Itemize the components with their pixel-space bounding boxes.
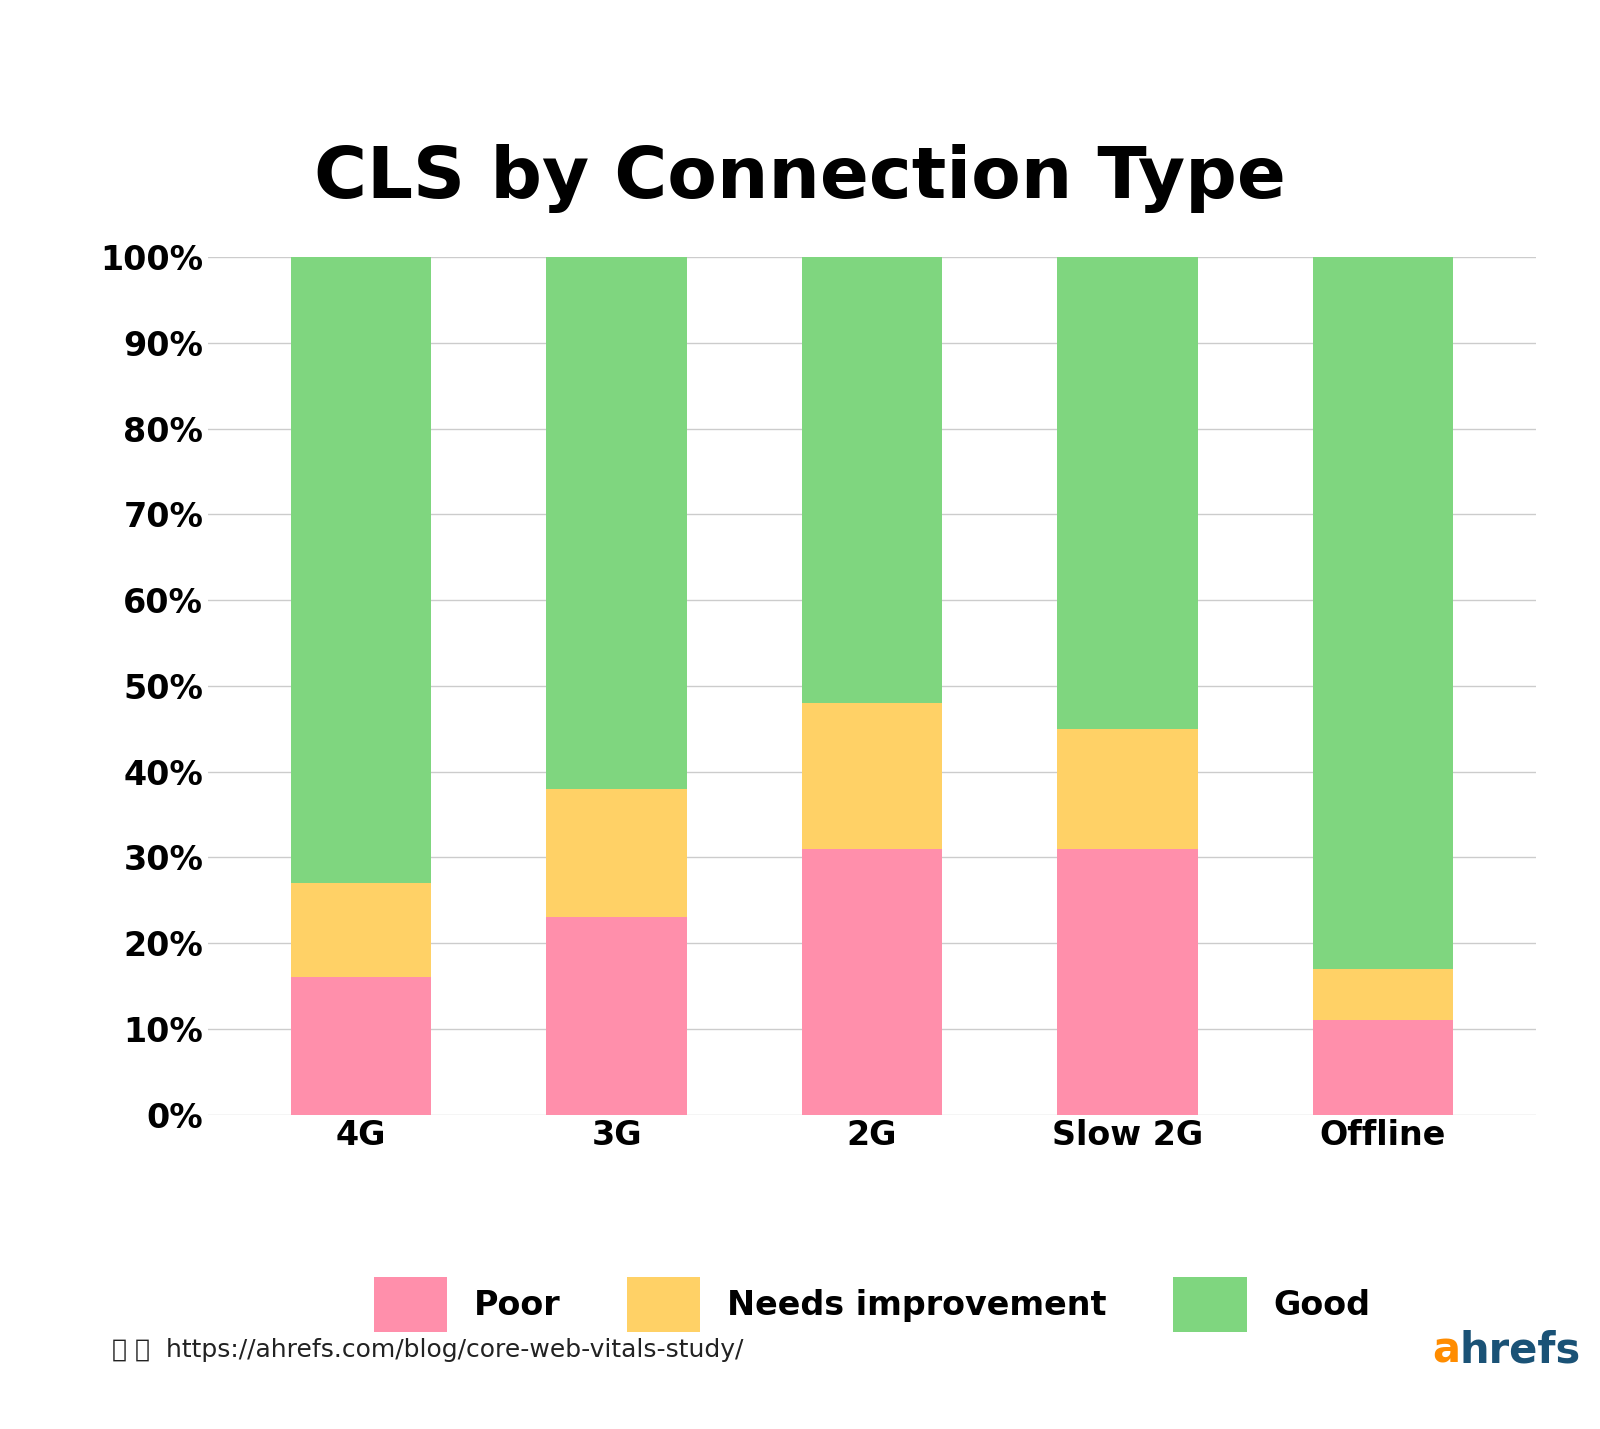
Text: a: a xyxy=(1432,1329,1459,1372)
Legend: Poor, Needs improvement, Good: Poor, Needs improvement, Good xyxy=(357,1260,1387,1349)
Bar xyxy=(1058,849,1198,1115)
Bar xyxy=(1312,969,1453,1020)
Bar xyxy=(802,703,942,849)
Bar xyxy=(1058,257,1198,729)
Bar xyxy=(291,257,432,883)
Text: ⓒ ⓘ  https://ahrefs.com/blog/core-web-vitals-study/: ⓒ ⓘ https://ahrefs.com/blog/core-web-vit… xyxy=(112,1339,744,1362)
Bar xyxy=(1058,729,1198,849)
Bar xyxy=(291,977,432,1115)
Bar xyxy=(546,257,686,789)
Bar xyxy=(546,789,686,917)
Bar xyxy=(802,849,942,1115)
Bar xyxy=(1312,1020,1453,1115)
Bar xyxy=(291,883,432,977)
Text: CLS by Connection Type: CLS by Connection Type xyxy=(314,144,1286,213)
Bar xyxy=(1312,257,1453,969)
Bar xyxy=(802,257,942,703)
Bar xyxy=(546,917,686,1115)
Text: hrefs: hrefs xyxy=(1459,1329,1581,1372)
